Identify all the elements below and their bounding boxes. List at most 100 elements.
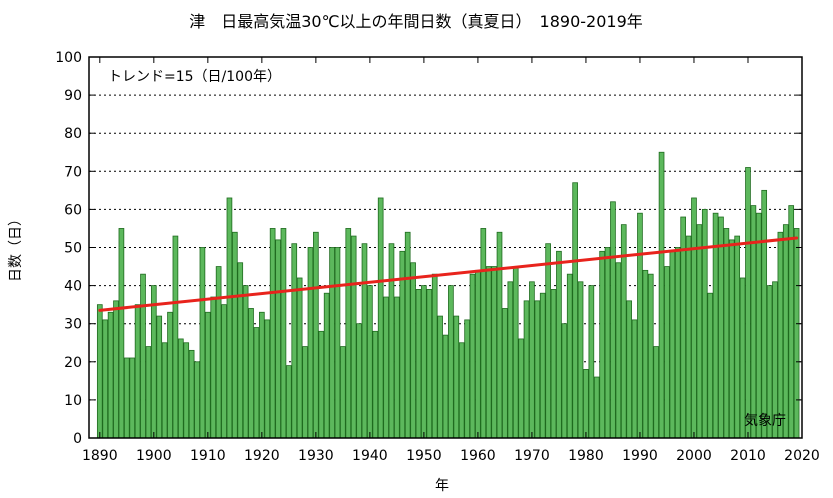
bar-1936 — [345, 228, 352, 439]
y-tick-label: 20 — [64, 355, 82, 371]
bar-1978 — [572, 182, 578, 439]
bar-series — [96, 151, 800, 439]
bar-1991 — [642, 269, 649, 439]
bar-1969 — [523, 300, 530, 439]
bar-1981 — [588, 285, 595, 439]
y-tick-label: 30 — [64, 317, 82, 333]
bar-1918 — [248, 308, 254, 439]
bar-1919 — [253, 327, 260, 439]
x-tick-label: 1980 — [568, 448, 604, 464]
bar-1956 — [453, 315, 460, 439]
y-tick-label: 50 — [64, 241, 82, 257]
y-axis-label: 日数（日） — [8, 212, 24, 282]
bar-1950 — [421, 285, 427, 439]
bar-1896 — [129, 357, 136, 439]
bar-1934 — [334, 247, 341, 439]
bar-1938 — [356, 323, 362, 439]
bar-1939 — [361, 243, 368, 439]
bar-1901 — [156, 315, 163, 439]
source-label: 気象庁 — [744, 413, 786, 429]
bar-1966 — [507, 281, 514, 439]
trend-annotation: トレンド=15（日/100年） — [108, 69, 281, 85]
bar-1983 — [599, 250, 605, 439]
bar-1994 — [658, 151, 665, 439]
bar-1924 — [280, 228, 287, 439]
bar-1933 — [329, 247, 335, 439]
bar-1907 — [188, 349, 195, 439]
bar-1984 — [604, 247, 611, 439]
bar-1955 — [448, 285, 454, 439]
bar-1971 — [534, 300, 541, 439]
bar-1903 — [167, 311, 173, 439]
bar-1892 — [107, 311, 114, 439]
bar-1940 — [367, 285, 373, 439]
bar-1916 — [237, 262, 244, 439]
bar-1976 — [561, 323, 568, 439]
bar-1944 — [388, 243, 395, 439]
bar-1968 — [518, 338, 524, 439]
y-tick-label: 70 — [64, 164, 82, 180]
x-tick-label: 1900 — [136, 448, 172, 464]
bar-1908 — [194, 361, 200, 439]
bar-1912 — [215, 266, 222, 439]
bar-1928 — [302, 346, 308, 439]
bar-2000 — [691, 197, 697, 439]
bar-2007 — [728, 239, 735, 439]
bar-1942 — [377, 197, 384, 439]
y-tick-label: 80 — [64, 126, 82, 142]
y-axis-ticks: 0 10 20 30 40 50 60 70 80 90 100 — [55, 50, 802, 447]
bar-1909 — [199, 247, 206, 439]
x-axis-ticks: 1890 1900 1910 1920 1930 1940 1950 1960 1970 1980… — [82, 57, 820, 464]
bar-1911 — [210, 296, 217, 439]
bar-1954 — [442, 334, 449, 439]
bar-1975 — [556, 250, 562, 439]
bar-1922 — [269, 228, 276, 439]
bar-1970 — [529, 281, 535, 439]
bar-1898 — [140, 273, 146, 439]
bar-1958 — [464, 319, 470, 439]
bar-1925 — [286, 365, 292, 439]
bar-1893 — [113, 300, 119, 439]
bar-1899 — [145, 346, 152, 439]
bar-2001 — [696, 224, 703, 439]
trend-line — [98, 236, 799, 312]
bar-1995 — [664, 266, 670, 439]
bar-1963 — [491, 266, 497, 439]
bar-1960 — [475, 269, 481, 439]
bar-1931 — [318, 330, 325, 439]
bar-1947 — [404, 231, 411, 439]
bar-2012 — [755, 212, 762, 439]
x-tick-label: 2000 — [676, 448, 712, 464]
bar-1972 — [539, 292, 546, 439]
bar-1895 — [123, 357, 130, 439]
x-tick-label: 1960 — [460, 448, 496, 464]
bar-1897 — [134, 304, 141, 439]
bar-2019 — [793, 228, 800, 439]
bar-1926 — [291, 243, 298, 439]
bar-1959 — [469, 273, 476, 439]
bar-2017 — [782, 224, 789, 439]
x-tick-label: 2020 — [784, 448, 820, 464]
bar-1948 — [410, 262, 416, 439]
bar-1890 — [96, 304, 103, 439]
x-axis-label: 年 — [435, 478, 449, 494]
y-tick-label: 40 — [64, 279, 82, 295]
bar-2008 — [734, 235, 741, 439]
bar-1965 — [502, 308, 508, 439]
bar-1974 — [550, 289, 557, 439]
bar-1902 — [161, 342, 168, 439]
bar-1943 — [383, 296, 389, 439]
bar-1910 — [204, 311, 211, 439]
bar-1905 — [177, 338, 184, 439]
bar-1927 — [296, 277, 303, 439]
bar-2003 — [707, 292, 713, 439]
x-tick-label: 1910 — [190, 448, 226, 464]
bar-1980 — [583, 369, 589, 439]
bar-1935 — [340, 346, 346, 439]
bar-1904 — [172, 235, 179, 439]
bar-1951 — [426, 289, 433, 439]
bar-1985 — [610, 201, 616, 439]
bar-1914 — [226, 197, 233, 439]
bar-2005 — [718, 216, 724, 439]
bar-1921 — [264, 319, 271, 439]
